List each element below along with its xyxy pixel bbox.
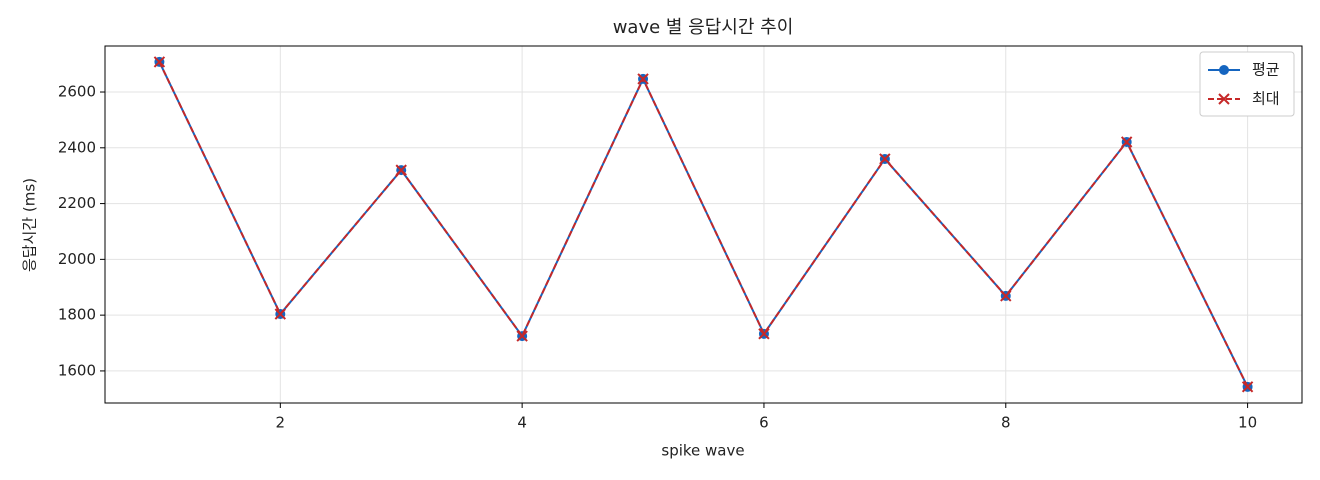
y-tick-label: 1800 [58,306,96,324]
x-tick-label: 4 [517,414,527,432]
marker-cross [1000,290,1012,302]
legend-label: 최대 [1252,90,1280,108]
x-tick-label: 6 [759,414,769,432]
y-tick-label: 2200 [58,194,96,212]
marker [153,56,166,68]
x-tick-label: 2 [276,414,286,432]
marker-cross [274,308,287,320]
marker [879,153,891,165]
marker [395,164,407,176]
marker-cross [516,330,528,342]
plot-frame [104,45,1303,404]
marker-cross [637,73,649,85]
marker [516,330,528,342]
marker [1241,381,1254,393]
legend-marker [1218,93,1230,105]
legend-marker [1219,65,1229,75]
chart-title: wave 별 응답시간 추이 [613,17,794,38]
marker [274,308,287,320]
y-tick-label: 2000 [58,250,96,268]
x-axis-label: spike wave [661,442,744,460]
legend-box [1199,51,1295,117]
y-axis-label: 응답시간 (ms) [21,178,39,272]
marker [637,73,649,85]
marker-cross [1120,136,1133,148]
marker-cross [879,153,891,165]
marker-cross [395,164,407,176]
marker-cross [1241,381,1254,393]
marker [758,328,770,340]
y-tick-label: 1600 [58,361,96,379]
marker-cross [758,328,770,340]
marker [1120,136,1133,148]
y-tick-label: 2600 [58,83,96,101]
marker-cross [153,56,166,68]
marker [1000,290,1012,302]
x-tick-label: 10 [1238,414,1257,432]
y-tick-label: 2400 [58,138,96,156]
x-tick-label: 8 [1001,414,1011,432]
series-line [158,61,1249,388]
series-line [158,61,1249,388]
legend-label: 평균 [1252,61,1280,79]
